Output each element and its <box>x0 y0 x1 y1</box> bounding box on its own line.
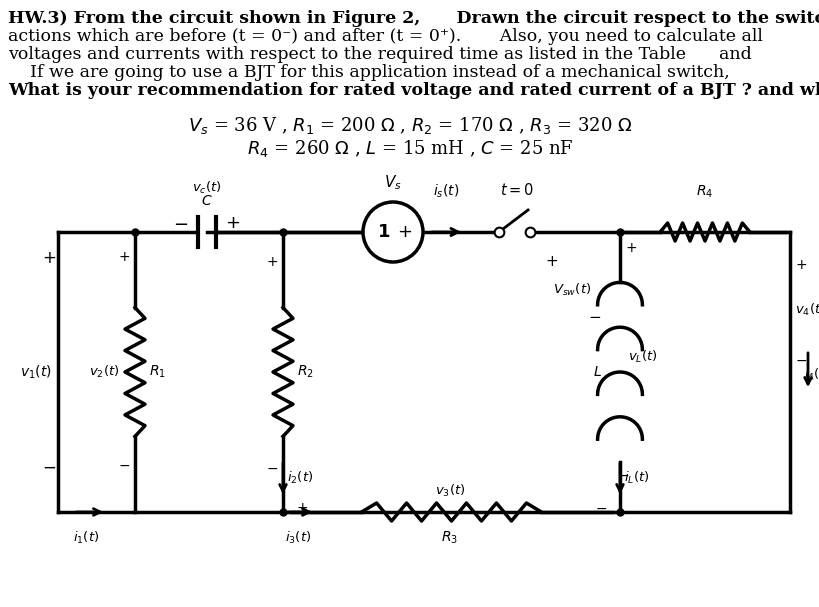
Text: $v_2(t)$: $v_2(t)$ <box>88 364 119 380</box>
Text: $i_s(t)$: $i_s(t)$ <box>432 183 459 200</box>
Text: $-$: $-$ <box>265 461 278 475</box>
Text: $+$: $+$ <box>545 254 558 270</box>
Text: $v_c(t)$: $v_c(t)$ <box>192 180 222 196</box>
Text: voltages and currents with respect to the required time as listed in the Table  : voltages and currents with respect to th… <box>8 46 751 63</box>
Text: $+$: $+$ <box>296 501 308 515</box>
Text: $L$: $L$ <box>592 365 601 379</box>
Text: $+$: $+$ <box>42 249 56 267</box>
Text: $i_3(t)$: $i_3(t)$ <box>285 530 311 546</box>
Text: $\mathbf{1}$: $\mathbf{1}$ <box>377 223 390 241</box>
Text: $+$: $+$ <box>624 241 636 255</box>
Text: $V_{sw}(t)$: $V_{sw}(t)$ <box>552 282 590 298</box>
Text: $-$: $-$ <box>42 458 56 476</box>
Text: $v_4(t)$: $v_4(t)$ <box>794 302 819 318</box>
Text: $+$: $+$ <box>397 223 412 241</box>
Text: $i_L(t)$: $i_L(t)$ <box>623 470 649 486</box>
Text: actions which are before (t = 0⁻) and after (t = 0⁺).       Also, you need to ca: actions which are before (t = 0⁻) and af… <box>8 28 762 45</box>
Text: $t=0$: $t=0$ <box>500 182 533 198</box>
Text: $v_3(t)$: $v_3(t)$ <box>434 483 464 499</box>
Text: $+$: $+$ <box>118 250 130 264</box>
Text: $-$: $-$ <box>616 468 628 482</box>
Text: $+$: $+$ <box>794 258 806 272</box>
Text: $R_3$: $R_3$ <box>441 530 458 546</box>
Circle shape <box>363 202 423 262</box>
Text: $R_4$ = 260 $\Omega$ , $L$ = 15 mH , $C$ = 25 nF: $R_4$ = 260 $\Omega$ , $L$ = 15 mH , $C$… <box>247 138 572 159</box>
Text: $V_s$: $V_s$ <box>383 174 401 192</box>
Text: HW.3) From the circuit shown in Figure 2,      Drawn the circuit respect to the : HW.3) From the circuit shown in Figure 2… <box>8 10 819 27</box>
Text: $+$: $+$ <box>265 255 278 269</box>
Text: $C$: $C$ <box>201 194 213 208</box>
Text: $i_1(t)$: $i_1(t)$ <box>73 530 99 546</box>
Text: If we are going to use a BJT for this application instead of a mechanical switch: If we are going to use a BJT for this ap… <box>8 64 729 81</box>
Text: $-$: $-$ <box>794 353 806 367</box>
Text: What is your recommendation for rated voltage and rated current of a BJT ? and w: What is your recommendation for rated vo… <box>8 82 819 99</box>
Text: $v_L(t)$: $v_L(t)$ <box>627 349 657 365</box>
Text: $+$: $+$ <box>225 214 240 232</box>
Text: $i_4(t)$: $i_4(t)$ <box>803 367 819 383</box>
Text: $-$: $-$ <box>173 214 188 232</box>
Text: $R_4$: $R_4$ <box>695 183 713 200</box>
Text: $V_s$ = 36 V , $R_1$ = 200 $\Omega$ , $R_2$ = 170 $\Omega$ , $R_3$ = 320 $\Omega: $V_s$ = 36 V , $R_1$ = 200 $\Omega$ , $R… <box>188 115 631 136</box>
Text: $v_1(t)$: $v_1(t)$ <box>20 364 52 381</box>
Text: $R_2$: $R_2$ <box>296 364 314 380</box>
Text: $R_1$: $R_1$ <box>149 364 165 380</box>
Text: $-$: $-$ <box>588 308 601 322</box>
Text: $-$: $-$ <box>118 458 130 472</box>
Text: $i_2(t)$: $i_2(t)$ <box>287 470 313 486</box>
Text: $-$: $-$ <box>594 501 606 515</box>
